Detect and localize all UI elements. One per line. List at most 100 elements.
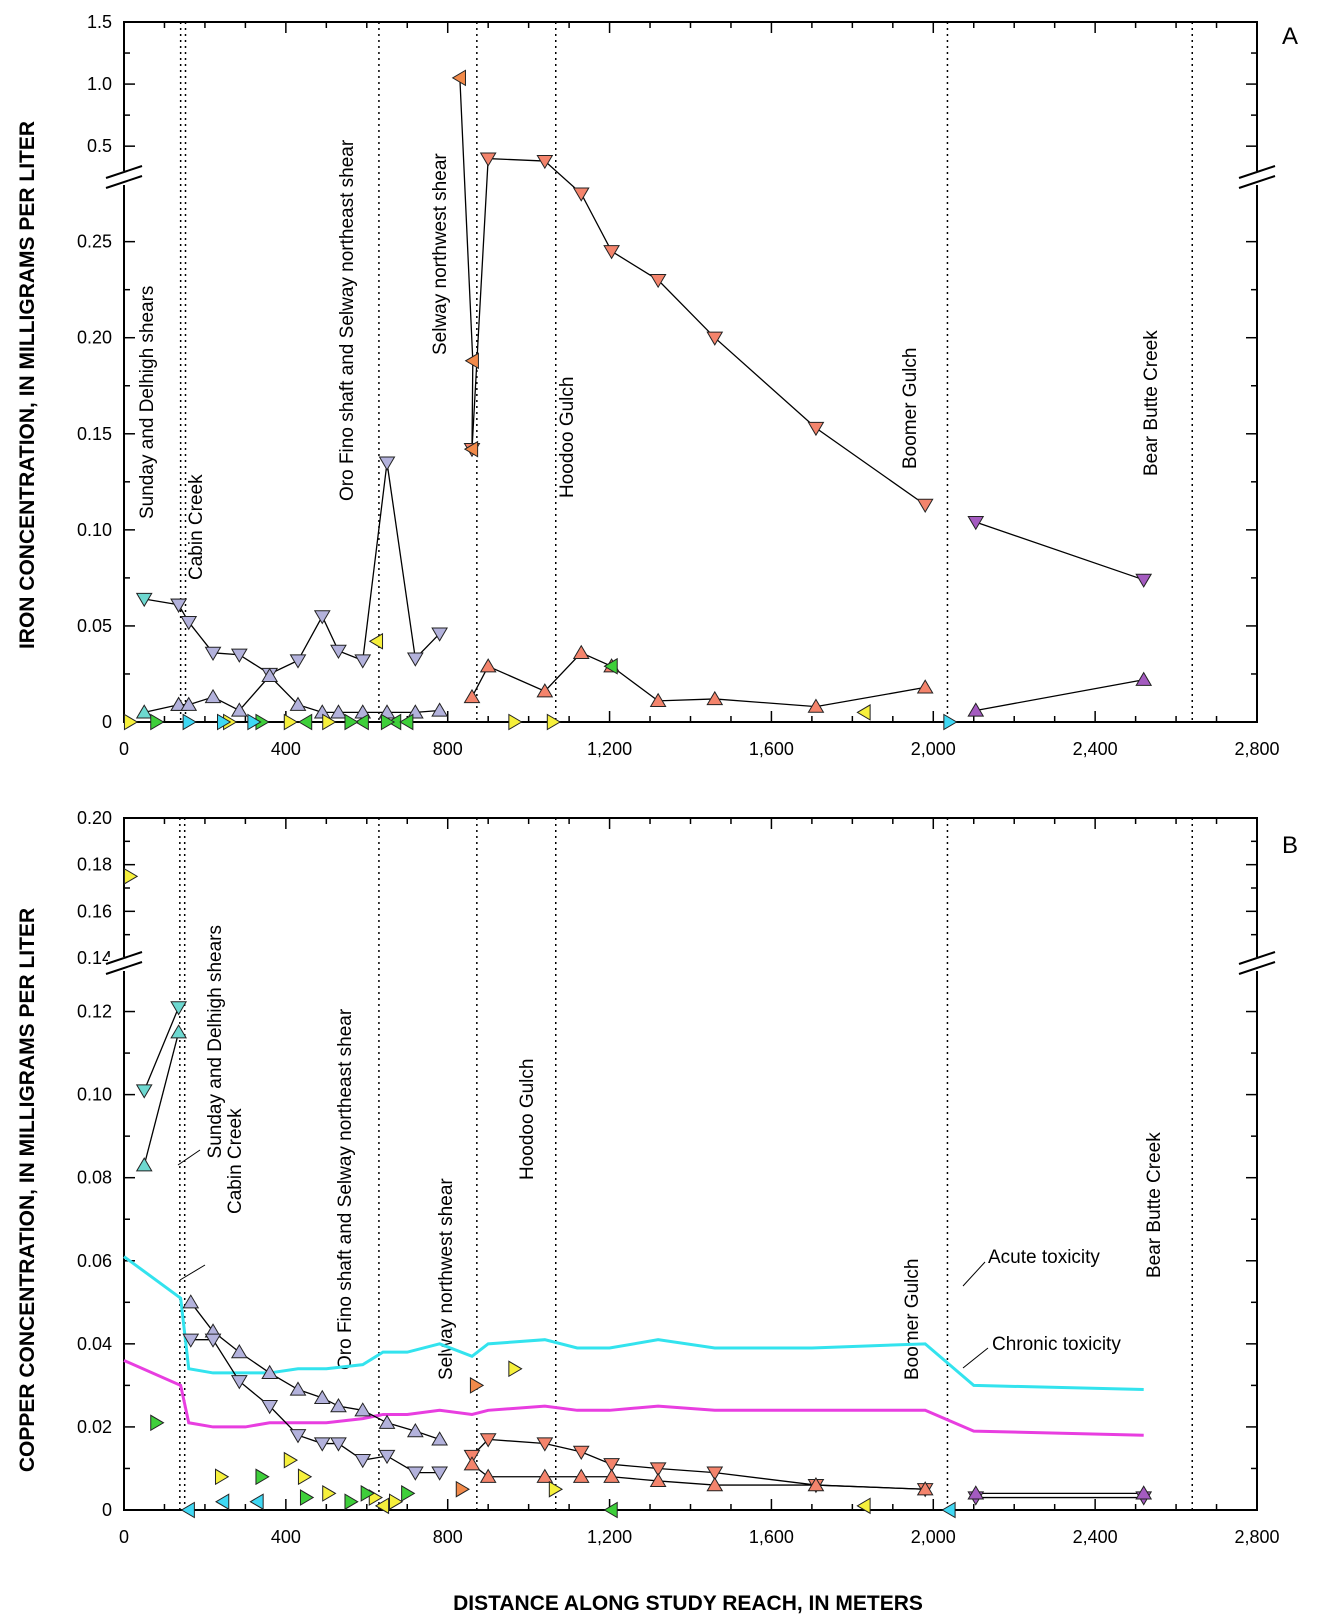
data-point xyxy=(297,713,313,731)
data-point xyxy=(374,1497,390,1515)
x-tick-label: 0 xyxy=(119,739,129,759)
x-tick-label: 1,200 xyxy=(587,1527,632,1547)
acute-toxicity-line xyxy=(123,1255,1144,1392)
series-connector-line xyxy=(143,1032,180,1166)
data-point xyxy=(289,1381,307,1396)
data-point xyxy=(230,1344,248,1359)
axis-break-mark xyxy=(1238,175,1276,189)
data-point xyxy=(378,1414,396,1429)
y-axis-title-copper: COPPER CONCENTRATION, IN MILLIGRAMS PER … xyxy=(16,908,39,1472)
axis-break-mark xyxy=(1238,951,1276,965)
data-point xyxy=(180,1501,195,1519)
legend-acute-toxicity: Acute toxicity xyxy=(988,1247,1100,1268)
data-point xyxy=(943,713,958,731)
series-connector-line xyxy=(143,1007,180,1091)
data-point xyxy=(230,1375,248,1390)
panel-a-iron-chart: 0 400 800 1,200 1,600 2,000 2,400 2,800 0 0.05 0.1… xyxy=(77,12,1280,759)
data-point xyxy=(706,1466,724,1481)
data-point xyxy=(431,627,448,642)
data-point xyxy=(204,646,222,661)
reference-line-label: Boomer Gulch xyxy=(900,348,921,469)
data-point xyxy=(706,331,724,346)
reference-line-label: Boomer Gulch xyxy=(902,1259,923,1380)
y-tick-label: 0.16 xyxy=(77,901,112,921)
data-point xyxy=(406,652,424,667)
data-point xyxy=(170,1001,188,1016)
reference-line-label: Cabin Creek xyxy=(225,1108,246,1214)
data-point xyxy=(406,1466,424,1481)
axis-break-mark xyxy=(105,951,143,965)
y-tick-label: 0 xyxy=(102,1500,112,1520)
data-point xyxy=(378,456,396,471)
data-point xyxy=(170,598,188,613)
x-tick-label: 800 xyxy=(433,1527,463,1547)
data-point xyxy=(344,713,359,731)
data-point xyxy=(261,667,279,683)
data-point xyxy=(313,1437,331,1452)
plot-frame xyxy=(123,817,1258,1511)
data-point xyxy=(150,1414,165,1432)
data-point xyxy=(856,1497,871,1515)
data-point xyxy=(536,683,554,698)
data-point xyxy=(603,1468,620,1483)
data-point xyxy=(508,1360,523,1378)
data-point xyxy=(204,688,222,704)
data-point xyxy=(479,1433,497,1448)
data-point xyxy=(170,696,188,711)
x-tick-label: 2,800 xyxy=(1234,739,1279,759)
label-leader-line xyxy=(177,1149,201,1166)
reference-line-label: Hoodoo Gulch xyxy=(517,1059,538,1180)
reference-line-label: Cabin Creek xyxy=(186,474,207,580)
data-point xyxy=(182,713,197,731)
data-point xyxy=(180,696,198,711)
data-point xyxy=(249,1493,264,1511)
axis-break-mark xyxy=(1238,165,1276,179)
x-tick-label: 2,000 xyxy=(911,739,956,759)
reference-line-label: Bear Butte Creek xyxy=(1144,1132,1165,1278)
reference-line-label: Sunday and Delhigh shears xyxy=(137,286,158,519)
data-point xyxy=(649,1462,667,1477)
data-point xyxy=(431,1466,448,1481)
data-point xyxy=(706,690,724,706)
data-point xyxy=(388,1493,404,1511)
data-point xyxy=(463,1456,481,1471)
y-tick-label: 1.0 xyxy=(87,74,112,94)
y-tick-label: 0.20 xyxy=(77,808,112,828)
data-point xyxy=(380,713,396,731)
data-point xyxy=(283,1451,299,1469)
data-point xyxy=(354,713,369,731)
data-point xyxy=(214,1468,230,1486)
data-point xyxy=(603,657,618,675)
series-connector-line xyxy=(190,1301,440,1440)
reference-line-label: Selway northwest shear xyxy=(436,1178,457,1380)
data-point xyxy=(289,654,307,669)
reference-line-label: Oro Fino shaft and Selway northeast shea… xyxy=(337,139,358,501)
series-connector-line xyxy=(975,679,1144,712)
data-point xyxy=(463,688,481,704)
data-point xyxy=(967,516,985,531)
data-point xyxy=(649,692,667,707)
data-point xyxy=(479,152,497,167)
y-tick-label: 0.15 xyxy=(77,424,112,444)
axis-break-mark xyxy=(105,175,143,189)
series-connector-line xyxy=(178,674,440,714)
data-point xyxy=(354,1454,372,1469)
data-point xyxy=(230,702,248,717)
legend-leader-line xyxy=(962,1261,986,1287)
data-point xyxy=(401,1485,416,1502)
data-point xyxy=(217,713,232,731)
data-point xyxy=(378,1449,396,1465)
data-point xyxy=(967,1485,985,1500)
data-point xyxy=(603,1458,620,1473)
data-point xyxy=(299,1489,315,1506)
data-point xyxy=(247,713,262,731)
axis-break-mark xyxy=(105,961,143,975)
data-point xyxy=(360,1485,375,1502)
y-tick-label: 0.14 xyxy=(77,948,112,968)
data-point xyxy=(283,713,299,731)
data-point xyxy=(135,704,153,719)
x-tick-label: 800 xyxy=(433,739,463,759)
y-tick-label: 0 xyxy=(102,712,112,732)
series-connector-line xyxy=(190,1339,440,1474)
data-point xyxy=(313,1389,331,1404)
